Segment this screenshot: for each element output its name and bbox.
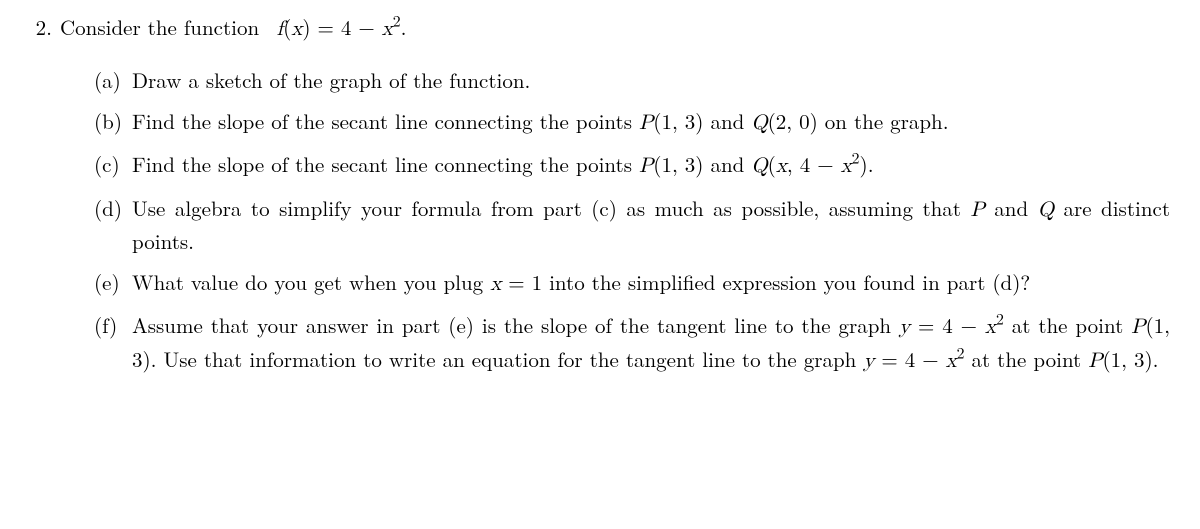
subpart-label: (a)	[94, 65, 132, 95]
problem-stem: Consider the function f(x) = 4 − x2.	[60, 12, 406, 42]
subpart: (c) Find the slope of the secant line co…	[94, 149, 1170, 182]
subpart-label: (c)	[94, 149, 132, 182]
subpart: (e) What value do you get when you plug …	[94, 267, 1170, 300]
subpart: (d) Use algebra to simplify your formula…	[94, 193, 1170, 257]
subpart-body: Assume that your answer in part (e) is t…	[132, 310, 1170, 377]
subpart-label: (d)	[94, 193, 132, 257]
subpart-body: What value do you get when you plug x = …	[132, 267, 1170, 300]
problem-body: Consider the function f(x) = 4 − x2. (a)…	[60, 12, 1170, 387]
subpart: (a) Draw a sketch of the graph of the fu…	[94, 65, 1170, 95]
subpart-body: Find the slope of the secant line connec…	[132, 106, 1170, 139]
problem-number: 2.	[14, 12, 60, 387]
subpart-body: Find the slope of the secant line connec…	[132, 149, 1170, 182]
subpart-body: Use algebra to simplify your formula fro…	[132, 193, 1170, 257]
subpart: (f) Assume that your answer in part (e) …	[94, 310, 1170, 377]
subpart: (b) Find the slope of the secant line co…	[94, 106, 1170, 139]
subpart-label: (f)	[94, 310, 132, 377]
problem: 2. Consider the function f(x) = 4 − x2. …	[14, 12, 1170, 387]
subparts-list: (a) Draw a sketch of the graph of the fu…	[94, 65, 1170, 377]
subpart-label: (e)	[94, 267, 132, 300]
subpart-body: Draw a sketch of the graph of the functi…	[132, 65, 1170, 95]
subpart-label: (b)	[94, 106, 132, 139]
